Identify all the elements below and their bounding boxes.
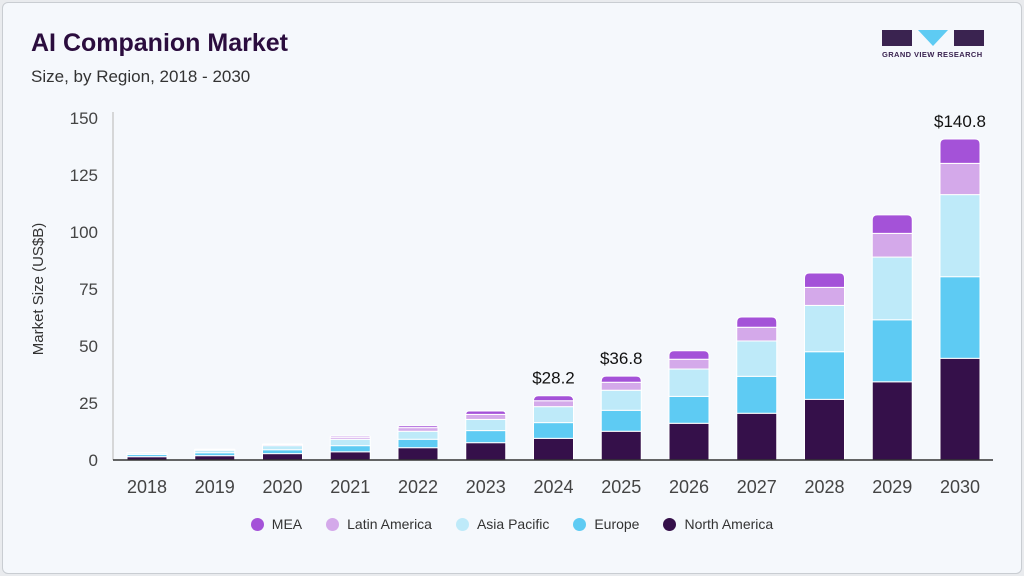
bar-segment-europe bbox=[668, 395, 710, 424]
bar-segment-mea bbox=[736, 316, 778, 328]
x-tick-label: 2019 bbox=[195, 477, 235, 497]
legend-label: Latin America bbox=[347, 516, 432, 532]
bar-segment-latin-america bbox=[804, 286, 845, 306]
bar-segment-asia-pacific bbox=[465, 418, 507, 432]
legend-swatch-icon bbox=[455, 517, 469, 531]
legend-label: North America bbox=[684, 516, 774, 532]
x-tick-label: 2022 bbox=[398, 477, 438, 497]
x-tick-label: 2023 bbox=[466, 477, 506, 497]
legend-item: MEA bbox=[250, 516, 303, 532]
bar-segment-europe bbox=[736, 375, 778, 414]
bar-segment-europe bbox=[939, 276, 981, 359]
bar-segment-europe bbox=[533, 422, 574, 439]
y-tick-label: 150 bbox=[70, 109, 98, 128]
legend-label: MEA bbox=[271, 516, 303, 532]
bar-segment-europe bbox=[465, 430, 507, 444]
y-tick-label: 100 bbox=[70, 223, 98, 242]
bar-segment-mea bbox=[329, 435, 371, 438]
x-tick-label: 2025 bbox=[601, 477, 641, 497]
legend: MEA Latin America Asia Pacific Europe North … bbox=[0, 516, 1024, 532]
legend-item: North America bbox=[663, 516, 773, 532]
x-tick-label: 2027 bbox=[737, 477, 777, 497]
bar-segment-latin-america bbox=[871, 232, 913, 258]
legend-item: Europe bbox=[573, 516, 639, 532]
page-subtitle: Size, by Region, 2018 - 2030 bbox=[31, 67, 251, 86]
x-tick-label: 2018 bbox=[127, 477, 167, 497]
bar-segment-north-america bbox=[804, 398, 845, 461]
bar-segment-north-america bbox=[262, 453, 303, 461]
x-tick-label: 2024 bbox=[533, 477, 573, 497]
bar-segment-latin-america bbox=[600, 381, 642, 391]
legend-swatch-icon bbox=[663, 517, 677, 531]
bar-segment-asia-pacific bbox=[397, 430, 439, 440]
bar-segment-asia-pacific bbox=[939, 194, 981, 278]
bar-segment-europe bbox=[600, 409, 642, 432]
logo-text: GRAND VIEW RESEARCH bbox=[882, 50, 983, 59]
bar-segment-mea bbox=[871, 214, 913, 234]
bar-segment-mea bbox=[533, 395, 574, 402]
bar-segment-asia-pacific bbox=[736, 340, 778, 377]
bar-segment-north-america bbox=[533, 437, 574, 461]
bar-segment-mea bbox=[804, 272, 845, 288]
bar-segment-north-america bbox=[871, 381, 913, 461]
bar-segment-north-america bbox=[600, 430, 642, 461]
legend-label: Europe bbox=[594, 516, 640, 532]
total-data-label: $140.8 bbox=[934, 112, 986, 131]
x-tick-label: 2020 bbox=[262, 477, 302, 497]
bar-segment-north-america bbox=[668, 422, 710, 461]
legend-swatch-icon bbox=[326, 517, 340, 531]
legend-swatch-icon bbox=[250, 517, 264, 531]
bar-segment-mea bbox=[668, 350, 710, 360]
bar-segment-mea bbox=[939, 138, 981, 164]
bar-segment-mea bbox=[465, 410, 507, 415]
bar-segment-north-america bbox=[329, 451, 371, 461]
logo-mark-icon bbox=[882, 30, 984, 46]
legend-item: Latin America bbox=[326, 516, 432, 532]
x-tick-label: 2021 bbox=[330, 477, 370, 497]
y-tick-label: 25 bbox=[79, 394, 98, 413]
bar-segment-latin-america bbox=[939, 162, 981, 196]
bar-segment-asia-pacific bbox=[804, 304, 845, 353]
bar-segment-north-america bbox=[736, 412, 778, 461]
page-title: AI Companion Market bbox=[31, 29, 288, 57]
bar-segment-asia-pacific bbox=[262, 445, 303, 451]
bar-segment-europe bbox=[871, 319, 913, 383]
bar-segment-latin-america bbox=[465, 413, 507, 420]
bar-segment-asia-pacific bbox=[668, 368, 710, 397]
x-tick-label: 2026 bbox=[669, 477, 709, 497]
y-axis-label: Market Size (US$B) bbox=[30, 223, 47, 356]
bar-segment-latin-america bbox=[736, 326, 778, 342]
x-tick-label: 2029 bbox=[872, 477, 912, 497]
bar-segment-mea bbox=[397, 425, 439, 429]
bar-segment-north-america bbox=[939, 357, 981, 461]
bar-segment-latin-america bbox=[397, 427, 439, 432]
bar-segment-europe bbox=[804, 351, 845, 400]
bar-segment-europe bbox=[329, 445, 371, 453]
bar-segment-europe bbox=[397, 438, 439, 449]
bar-segment-latin-america bbox=[668, 358, 710, 370]
grand-view-research-logo: GRAND VIEW RESEARCH bbox=[882, 28, 986, 62]
total-data-label: $28.2 bbox=[532, 369, 575, 388]
y-tick-label: 50 bbox=[79, 337, 98, 356]
y-tick-label: 0 bbox=[89, 451, 98, 470]
bar-segment-europe bbox=[262, 449, 303, 455]
bar-segment-asia-pacific bbox=[533, 406, 574, 424]
bar-segment-north-america bbox=[397, 447, 439, 461]
bar-segment-north-america bbox=[465, 442, 507, 461]
bar-segment-asia-pacific bbox=[329, 438, 371, 447]
bar-segment-asia-pacific bbox=[600, 389, 642, 411]
y-tick-label: 75 bbox=[79, 280, 98, 299]
bar-segment-mea bbox=[600, 375, 642, 383]
total-data-label: $36.8 bbox=[600, 349, 643, 368]
legend-label: Asia Pacific bbox=[476, 516, 550, 532]
x-tick-label: 2030 bbox=[940, 477, 980, 497]
bar-segment-latin-america bbox=[533, 400, 574, 408]
y-tick-label: 125 bbox=[70, 166, 98, 185]
legend-item: Asia Pacific bbox=[455, 516, 550, 532]
legend-swatch-icon bbox=[573, 517, 587, 531]
bar-segment-asia-pacific bbox=[871, 256, 913, 321]
x-tick-label: 2028 bbox=[804, 477, 844, 497]
